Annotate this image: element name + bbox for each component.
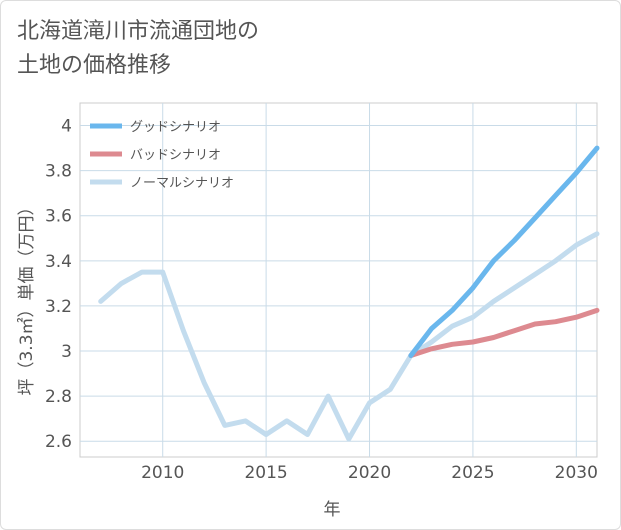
y-tick-label: 2.6 <box>45 432 72 452</box>
tick-labels: 2010 2015 2020 2025 2030 2.6 2.8 3 3.2 3.4 3.6 3.8 4 <box>45 117 598 483</box>
y-tick-label: 3.8 <box>45 162 72 182</box>
y-tick-label: 3.6 <box>45 207 72 227</box>
x-tick-label: 2025 <box>451 463 494 483</box>
series-line-1 <box>408 307 600 358</box>
y-tick-label: 3.4 <box>45 252 72 272</box>
y-tick-label: 3.2 <box>45 297 72 317</box>
series-line-0 <box>408 145 600 358</box>
y-tick-label: 4 <box>61 117 72 137</box>
chart-title: 北海道滝川市流通団地の 土地の価格推移 <box>17 19 260 78</box>
series-lines <box>98 145 600 442</box>
y-axis-label: 坪（3.3㎡）単価（万円） <box>17 198 37 395</box>
x-tick-label: 2010 <box>141 463 184 483</box>
x-tick-label: 2020 <box>348 463 391 483</box>
legend-label-0: グッドシナリオ <box>130 120 221 135</box>
y-tick-label: 3 <box>61 342 72 362</box>
y-tick-label: 2.8 <box>45 387 72 407</box>
x-tick-label: 2030 <box>555 463 598 483</box>
series-line-2 <box>98 231 600 442</box>
legend-label-1: バッドシナリオ <box>130 148 221 163</box>
x-axis-label: 年 <box>324 500 341 520</box>
gridlines <box>80 103 597 457</box>
legend-label-2: ノーマルシナリオ <box>130 176 234 191</box>
x-tick-label: 2015 <box>244 463 287 483</box>
